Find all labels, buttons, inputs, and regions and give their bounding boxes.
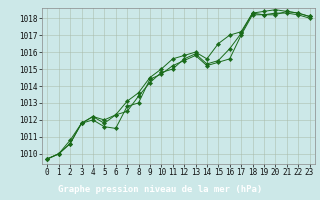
Text: Graphe pression niveau de la mer (hPa): Graphe pression niveau de la mer (hPa) [58, 186, 262, 194]
